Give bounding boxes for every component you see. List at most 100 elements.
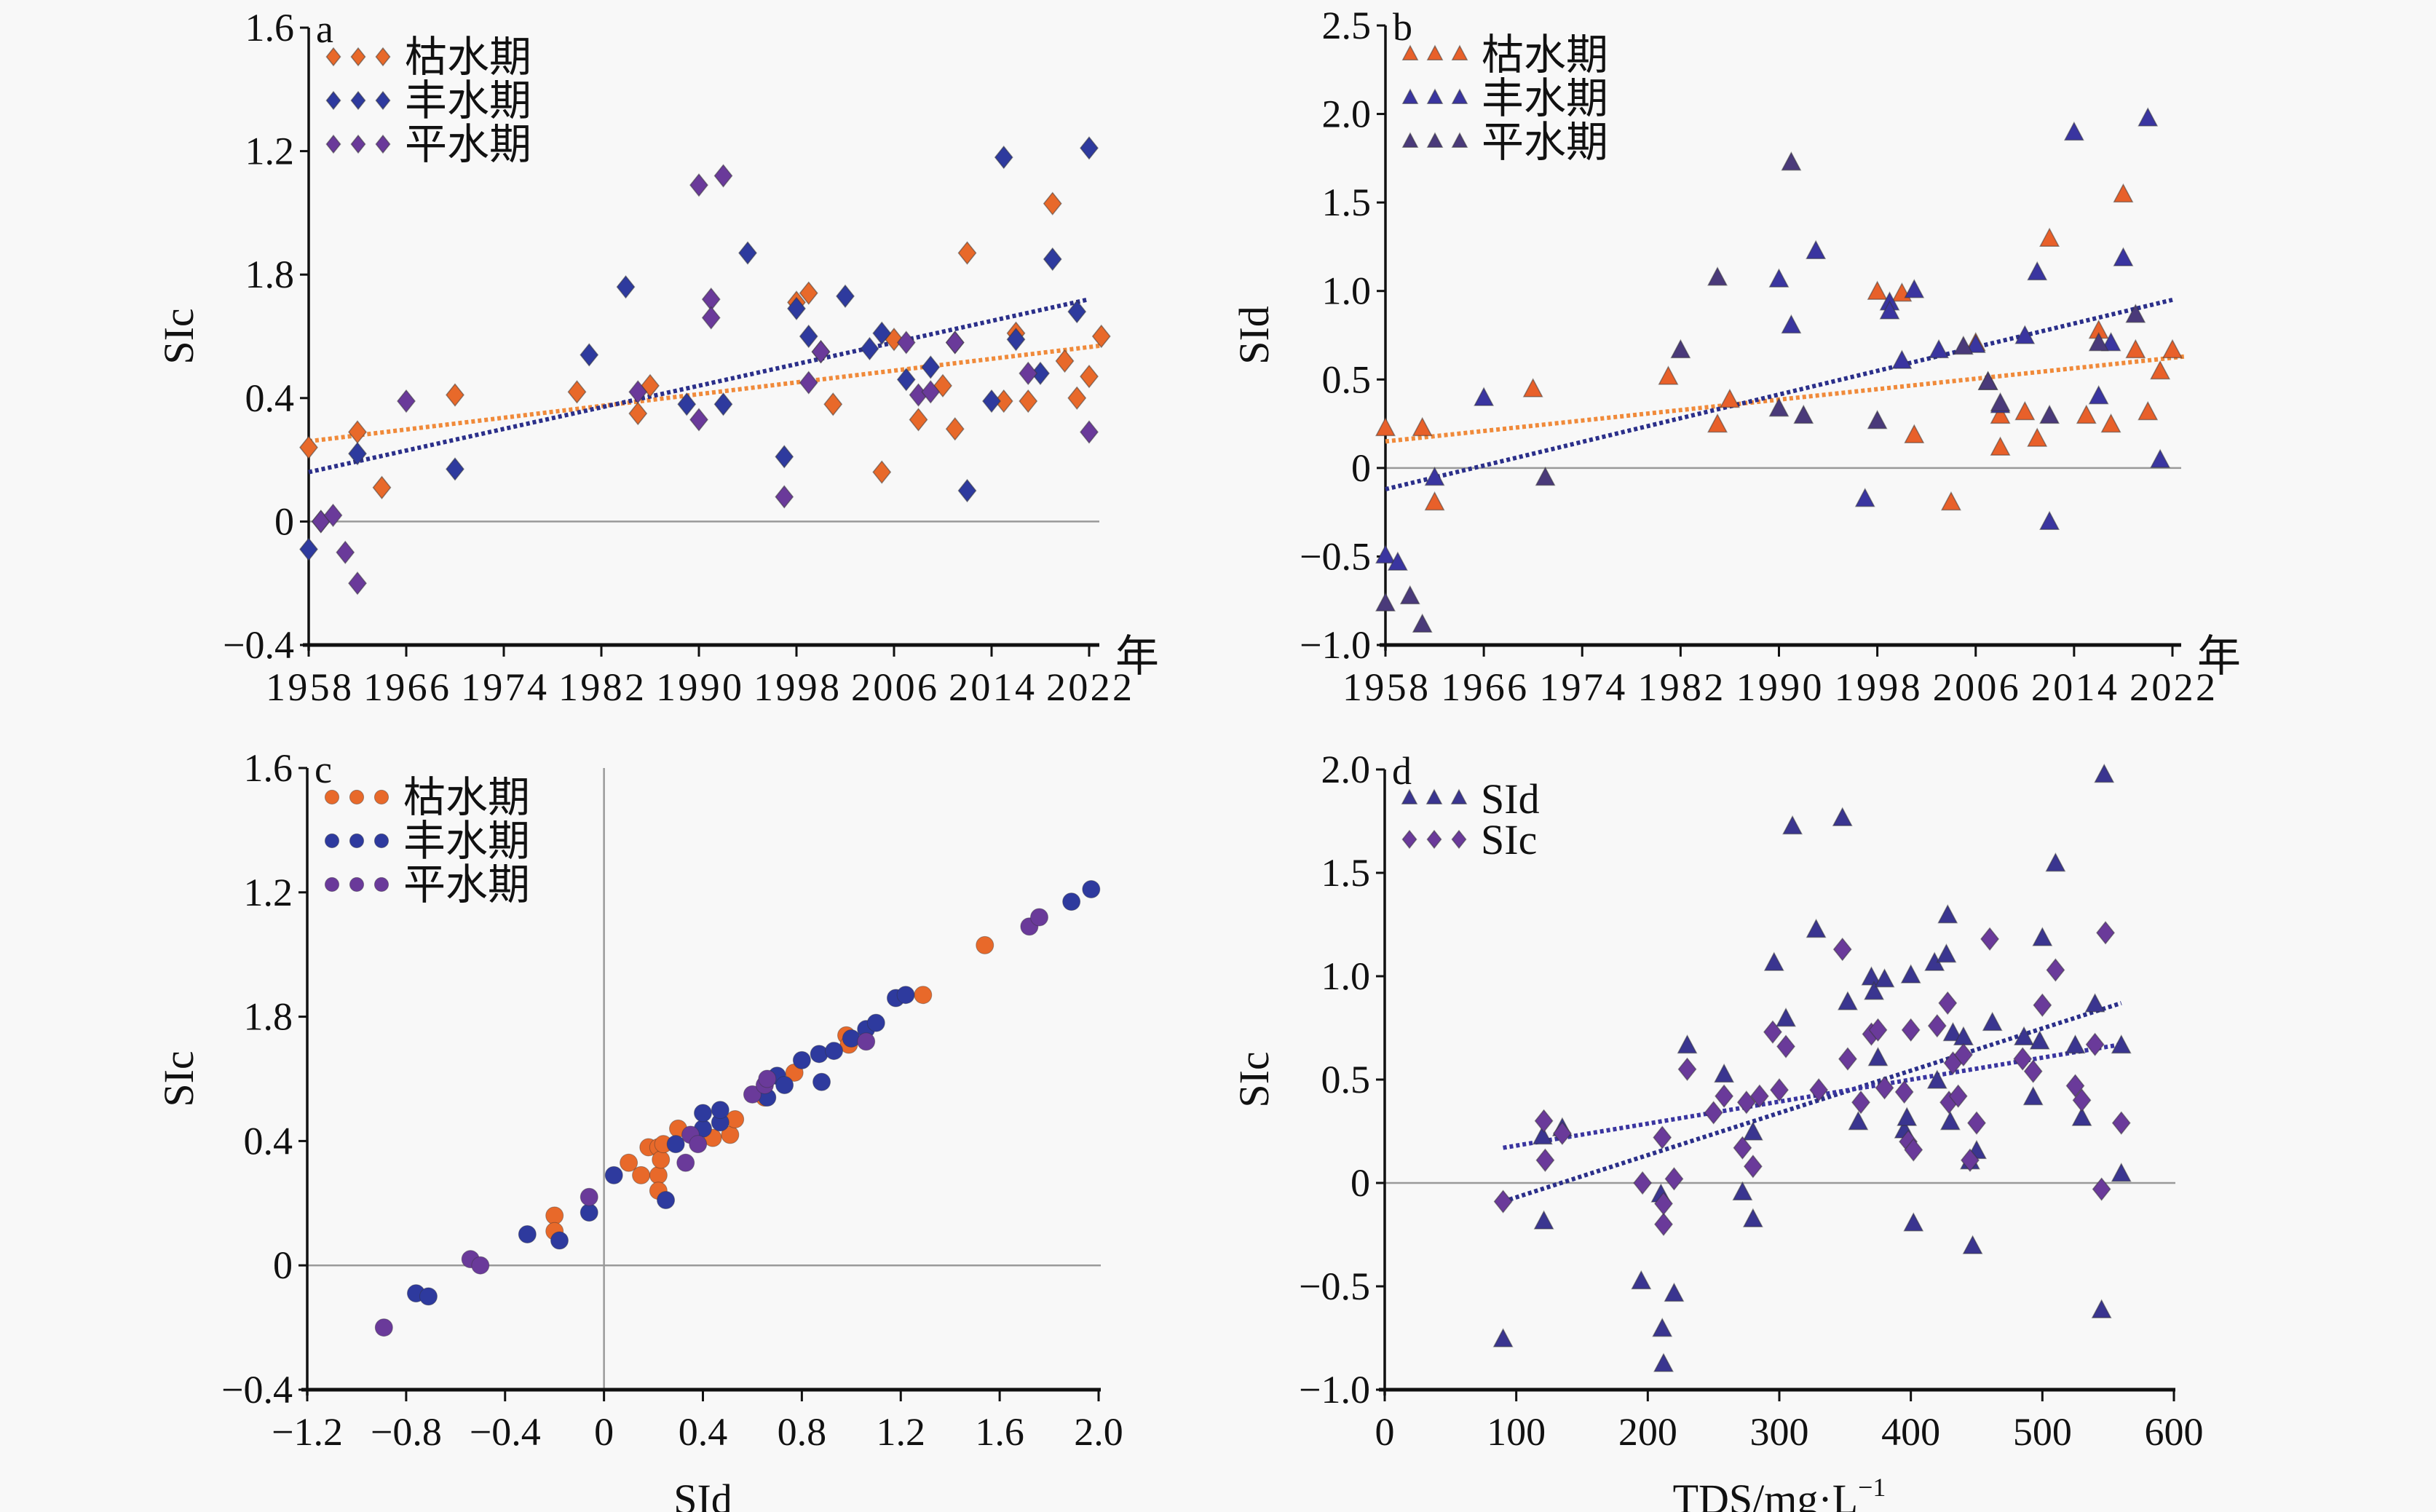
data-point: [2125, 339, 2146, 359]
data-point: [2046, 958, 2065, 982]
data-point: [1929, 339, 1950, 359]
data-point: [976, 935, 994, 954]
legend-marker: [324, 833, 340, 849]
data-point: [2029, 1030, 2050, 1050]
data-point: [1492, 1328, 1514, 1347]
data-point: [994, 145, 1013, 170]
legend-marker: [373, 876, 389, 892]
legend-marker: [1451, 88, 1468, 104]
data-point: [1399, 585, 1420, 605]
data-point: [580, 1203, 598, 1222]
data-point: [823, 392, 843, 416]
y-tick-label: 1.6: [244, 746, 293, 790]
data-point: [775, 445, 794, 469]
data-point: [1412, 416, 1433, 437]
data-point: [1770, 1077, 1789, 1102]
data-point: [711, 1101, 729, 1120]
legend-marker: [349, 833, 365, 849]
data-point: [1080, 420, 1099, 444]
data-point: [336, 540, 355, 565]
data-point: [2088, 385, 2109, 405]
data-point: [713, 164, 733, 188]
legend-label: 平水期: [405, 121, 531, 168]
data-point: [743, 1085, 762, 1104]
legend-item: 平水期: [1401, 119, 1608, 166]
data-point: [677, 392, 697, 416]
x-tick-label: 2006: [851, 665, 937, 709]
x-tick-label: 200: [1618, 1410, 1677, 1454]
data-point: [945, 330, 965, 355]
data-point: [2125, 304, 2146, 323]
data-point: [1904, 1138, 1923, 1162]
legend-label: 枯水期: [403, 774, 530, 821]
data-point: [836, 284, 855, 309]
y-tick-label: 1.0: [1322, 269, 1372, 313]
data-point: [1664, 1282, 1685, 1302]
data-point: [842, 1029, 861, 1048]
y-tick-label: −0.5: [1299, 1264, 1370, 1308]
data-point: [810, 1045, 829, 1064]
x-tick-label: 400: [1881, 1410, 1940, 1454]
data-point: [982, 389, 1001, 413]
legend-marker: [1426, 44, 1444, 60]
x-tick-label: −0.8: [371, 1410, 442, 1454]
legend-item: 丰水期: [324, 818, 530, 865]
series-丰水期: [299, 136, 1099, 561]
data-point: [1961, 1148, 1980, 1172]
data-point: [1670, 339, 1691, 359]
data-point: [1953, 335, 1974, 355]
data-point: [945, 416, 965, 441]
y-tick-label: 1.2: [244, 871, 293, 914]
legend-marker: [349, 876, 365, 892]
data-point: [1962, 1235, 1983, 1254]
data-point: [1535, 466, 1556, 486]
x-tick-label: 1982: [558, 665, 644, 709]
data-point: [446, 383, 464, 407]
data-point: [1067, 299, 1087, 324]
data-point: [2022, 1085, 2044, 1106]
y-tick-label: −0.4: [221, 1368, 293, 1412]
legend-marker: [1401, 132, 1419, 148]
x-tick-label: 1.2: [877, 1410, 926, 1454]
data-point: [1982, 1011, 2003, 1032]
data-point: [1848, 1111, 1869, 1131]
data-point: [1677, 1034, 1698, 1054]
data-point: [1953, 1042, 1973, 1067]
x-tick-label: 1974: [1539, 665, 1625, 709]
data-point: [2092, 1177, 2111, 1201]
trendline-丰水期: [1385, 297, 2173, 491]
legend-marker: [1451, 44, 1468, 60]
x-tick-label: −0.4: [470, 1410, 541, 1454]
data-point: [1533, 1210, 1554, 1230]
legend-label: 丰水期: [403, 818, 530, 865]
data-point: [1781, 151, 1802, 171]
data-point: [1019, 361, 1038, 386]
x-tick-label: 1966: [1441, 665, 1527, 709]
data-point: [1926, 1069, 1947, 1089]
legend-marker: [350, 134, 366, 154]
data-point: [1424, 491, 1445, 511]
data-point: [1019, 389, 1038, 413]
x-tick-label: 1990: [1736, 665, 1822, 709]
data-point: [620, 1153, 638, 1172]
data-point: [1990, 404, 2011, 424]
data-point: [1654, 1212, 1673, 1237]
x-tick-label: 1974: [461, 665, 547, 709]
legend-marker: [324, 789, 340, 805]
data-point: [860, 336, 879, 361]
legend-label: 丰水期: [1482, 75, 1608, 122]
data-point: [1707, 413, 1728, 433]
legend-marker: [1401, 788, 1418, 804]
data-point: [2150, 360, 2171, 380]
data-point: [1742, 1121, 1763, 1141]
series-平水期: [374, 908, 1048, 1337]
panel-label: b: [1393, 5, 1412, 49]
data-point: [1967, 1111, 1986, 1135]
data-point: [1874, 968, 1895, 988]
legend-marker: [324, 876, 340, 892]
data-point: [1652, 1318, 1673, 1337]
data-point: [518, 1225, 537, 1243]
